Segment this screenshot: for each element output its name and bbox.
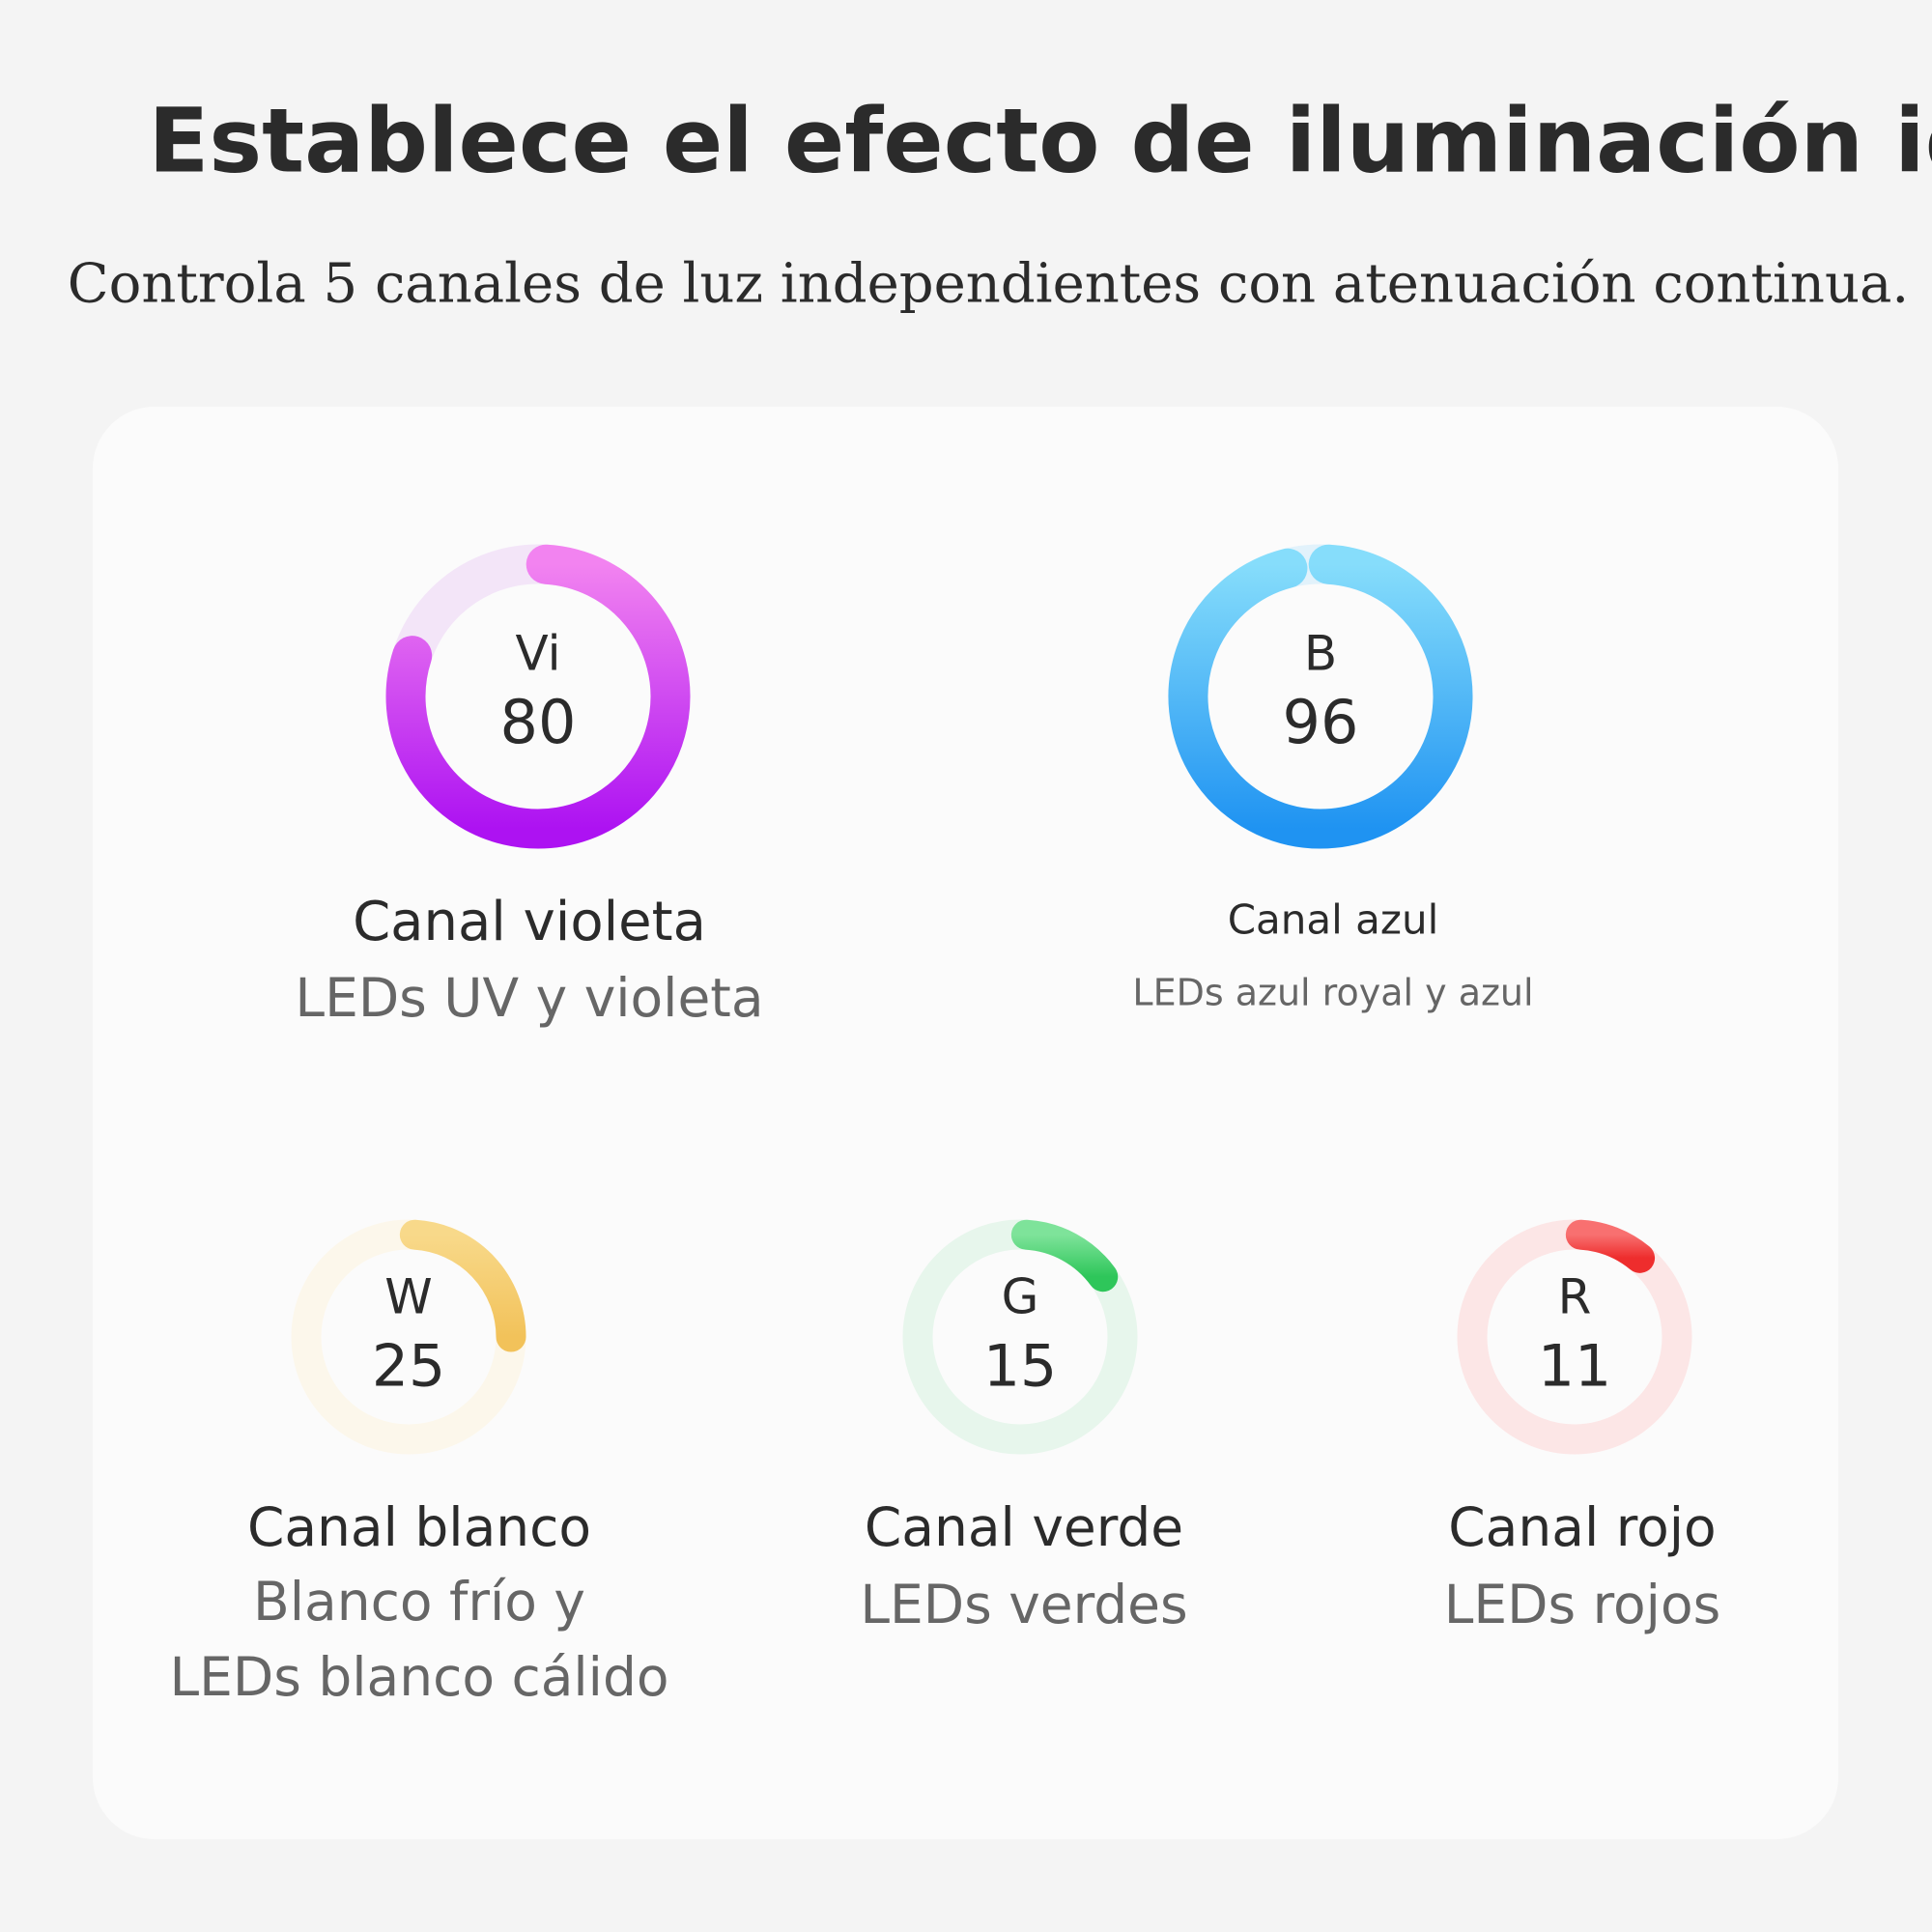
gauge-value: 11 (1538, 1333, 1611, 1401)
channel-name: Canal azul (1228, 896, 1439, 944)
channel-name: Canal verde (865, 1496, 1183, 1558)
gauge-arc (1010, 1219, 1119, 1293)
channel-name: Canal blanco (247, 1496, 591, 1558)
channel: G 15 Canal verde LEDs verdes (860, 1219, 1188, 1635)
title: Establece el efecto de iluminación ideal (149, 89, 1932, 192)
gauge-letter: R (1558, 1269, 1592, 1325)
channel-name: Canal violeta (353, 891, 706, 953)
gauge-arc (385, 544, 691, 849)
gauge-value: 96 (1283, 687, 1359, 757)
channel-description: LEDs blanco cálido (169, 1646, 668, 1708)
gauge-letter: Vi (516, 626, 561, 682)
channel: B96 Canal azul LEDs azul royal y azul (1132, 544, 1534, 1014)
channel-description: LEDs verdes (860, 1574, 1187, 1635)
channel: R 11 Canal rojo LEDs rojos (1444, 1219, 1721, 1635)
gauge-letter: G (1002, 1269, 1039, 1325)
subtitle: Controla 5 canales de luz independientes… (68, 253, 1909, 316)
gauge-letter: W (384, 1269, 432, 1325)
gauge-value: 80 (500, 687, 577, 757)
channel-description: LEDs azul royal y azul (1132, 972, 1533, 1014)
gauge-arc (1565, 1219, 1656, 1273)
gauge-letter: B (1304, 626, 1337, 682)
channel-description: Blanco frío y (253, 1571, 585, 1633)
card (93, 407, 1838, 1839)
channel: W 25 Canal blanco Blanco frío y LEDs blanco … (169, 1219, 669, 1708)
channel-description: LEDs rojos (1444, 1574, 1721, 1635)
gauge-arc (1168, 544, 1473, 849)
channel-name: Canal rojo (1448, 1496, 1716, 1558)
channel-description: LEDs UV y violeta (295, 967, 763, 1029)
gauge-value: 15 (983, 1333, 1057, 1401)
gauge-value: 25 (372, 1333, 445, 1401)
gauge-arc (399, 1219, 526, 1352)
